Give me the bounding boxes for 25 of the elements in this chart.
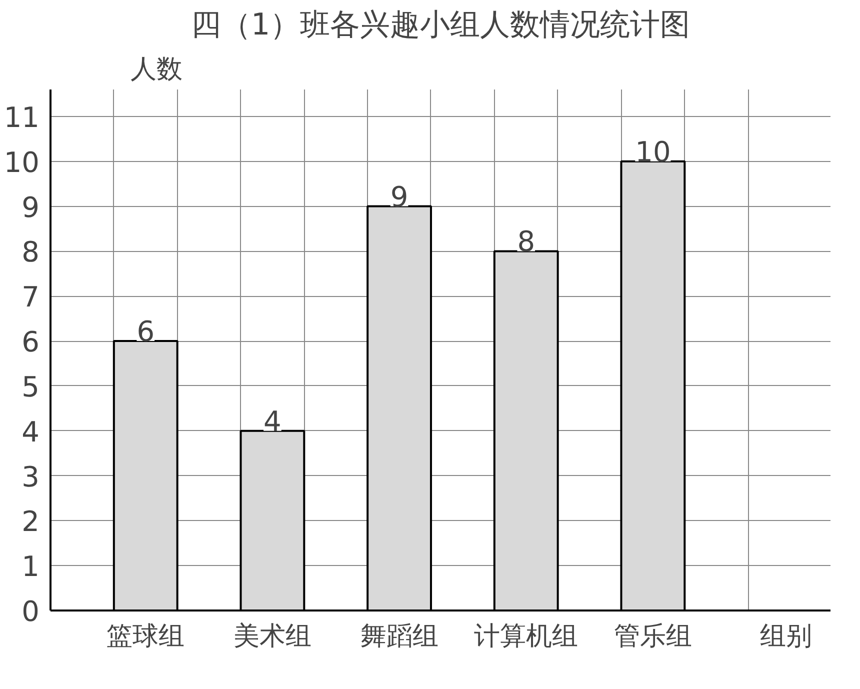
- y-tick-label: 3: [22, 460, 40, 494]
- x-tick-label: 舞蹈组: [360, 622, 438, 652]
- data-label: 9: [390, 180, 408, 214]
- y-tick-label: 0: [22, 595, 40, 628]
- y-tick-label: 11: [4, 100, 40, 134]
- data-label: 4: [264, 404, 282, 438]
- x-axis-title: 组别: [760, 622, 812, 652]
- y-tick-label: 8: [22, 236, 40, 269]
- x-tick-label: 美术组: [233, 622, 312, 652]
- y-tick-label: 4: [22, 415, 40, 448]
- y-tick-label: 10: [4, 146, 40, 179]
- y-axis-title: 人数: [130, 54, 182, 84]
- data-label: 10: [635, 135, 671, 168]
- chart-title: 四（1）班各兴趣小组人数情况统计图: [190, 8, 690, 42]
- y-tick-label: 9: [22, 190, 40, 224]
- x-tick-label: 计算机组: [474, 622, 578, 652]
- data-label: 6: [136, 315, 155, 348]
- y-tick-label: 5: [22, 370, 40, 404]
- data-label: 8: [517, 225, 536, 258]
- y-tick-label: 6: [22, 326, 40, 359]
- y-tick-label: 1: [22, 550, 40, 584]
- x-tick-label: 管乐组: [614, 622, 692, 652]
- x-tick-label: 篮球组: [106, 622, 185, 652]
- y-tick-label: 7: [22, 280, 40, 314]
- y-tick-label: 2: [22, 505, 40, 538]
